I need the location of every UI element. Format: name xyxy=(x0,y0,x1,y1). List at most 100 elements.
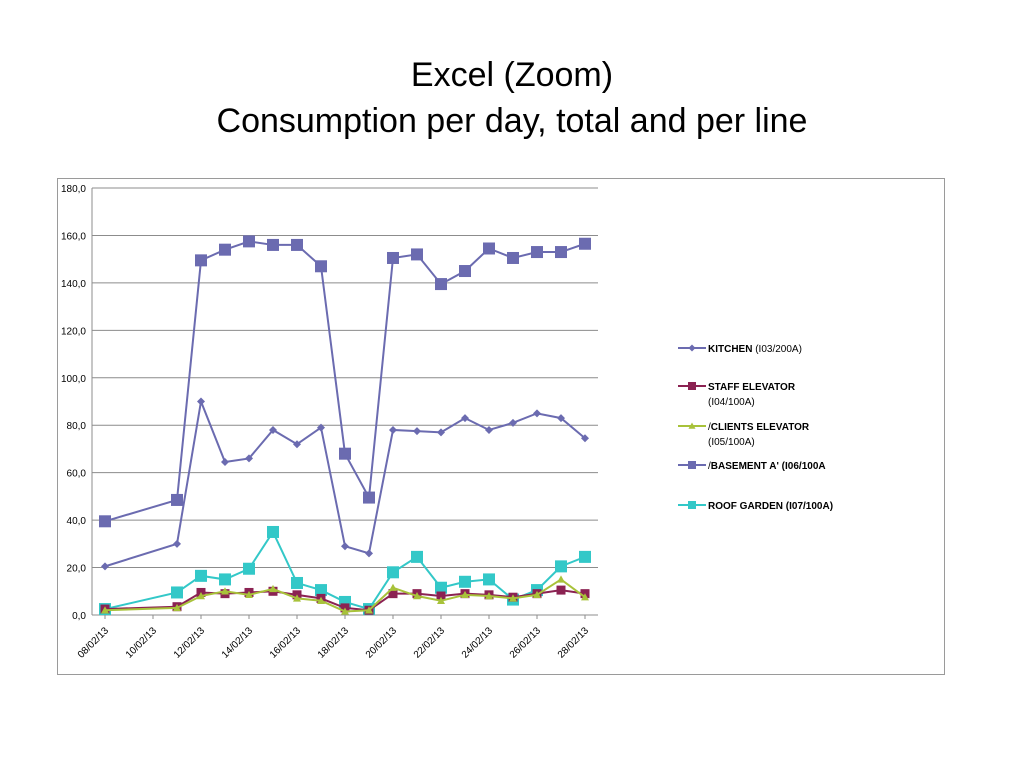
y-tick-label: 80,0 xyxy=(67,421,87,432)
data-point xyxy=(195,254,207,267)
legend-label: /BASEMENT A' (I06/100A xyxy=(708,461,826,472)
data-point xyxy=(365,549,373,558)
data-point xyxy=(195,569,207,582)
x-tick-label: 18/02/13 xyxy=(316,625,352,661)
slide-title: Excel (Zoom) xyxy=(410,56,614,94)
data-point xyxy=(507,251,519,264)
data-point xyxy=(509,594,517,602)
data-point xyxy=(688,501,696,509)
data-point xyxy=(221,587,229,595)
data-point xyxy=(688,344,696,352)
data-point xyxy=(533,590,541,599)
data-point xyxy=(483,573,495,586)
data-point xyxy=(483,242,495,255)
data-point xyxy=(688,422,696,429)
data-point xyxy=(485,425,493,434)
x-tick-label: 10/02/13 xyxy=(124,625,160,661)
data-point xyxy=(269,425,277,434)
data-point xyxy=(245,454,253,463)
y-tick-label: 100,0 xyxy=(61,374,86,385)
data-point xyxy=(531,246,543,259)
data-point xyxy=(461,414,469,423)
y-tick-label: 20,0 xyxy=(67,564,87,575)
data-point xyxy=(341,542,349,551)
data-point xyxy=(411,248,423,261)
x-tick-label: 12/02/13 xyxy=(172,625,208,661)
y-tick-label: 40,0 xyxy=(67,516,87,527)
data-point xyxy=(317,423,325,432)
data-point xyxy=(413,427,421,436)
data-point xyxy=(533,409,541,418)
legend-label: /CLIENTS ELEVATOR xyxy=(708,422,810,433)
data-point xyxy=(197,592,205,600)
data-point xyxy=(317,596,325,604)
data-point xyxy=(556,585,566,595)
data-point xyxy=(485,592,493,600)
y-tick-label: 160,0 xyxy=(61,231,86,242)
data-point xyxy=(437,596,445,604)
data-point xyxy=(171,493,183,506)
y-tick-label: 180,0 xyxy=(61,184,86,195)
data-point xyxy=(243,562,255,575)
data-point xyxy=(267,238,279,251)
data-point xyxy=(688,461,696,469)
data-point xyxy=(269,584,277,593)
data-point xyxy=(293,440,301,449)
data-point xyxy=(581,434,589,443)
data-point xyxy=(579,550,591,563)
data-point xyxy=(173,603,181,612)
x-tick-label: 28/02/13 xyxy=(556,625,592,661)
data-point xyxy=(411,550,423,563)
data-point xyxy=(557,575,565,583)
data-point xyxy=(581,593,589,601)
data-point xyxy=(173,539,181,548)
data-point xyxy=(221,457,229,466)
data-point xyxy=(688,382,696,390)
data-point xyxy=(101,606,109,614)
x-tick-label: 14/02/13 xyxy=(220,625,256,661)
legend-label-line2: (I04/100A) xyxy=(708,397,755,408)
y-tick-label: 120,0 xyxy=(61,326,86,337)
data-point xyxy=(389,425,397,434)
data-point xyxy=(435,278,447,291)
data-point xyxy=(509,418,517,427)
data-point xyxy=(291,576,303,589)
data-point xyxy=(197,397,205,406)
data-point xyxy=(363,491,375,504)
data-point xyxy=(437,428,445,437)
x-tick-label: 26/02/13 xyxy=(508,625,544,661)
legend-label: KITCHEN (I03/200A) xyxy=(708,344,802,355)
data-point xyxy=(461,590,469,599)
x-tick-label: 08/02/13 xyxy=(76,625,112,661)
x-tick-label: 20/02/13 xyxy=(364,625,400,661)
y-tick-label: 60,0 xyxy=(67,469,87,480)
data-point xyxy=(339,447,351,460)
data-point xyxy=(459,265,471,278)
data-point xyxy=(219,573,231,586)
x-tick-label: 16/02/13 xyxy=(268,625,304,661)
legend-label: ROOF GARDEN (I07/100A) xyxy=(708,501,833,512)
legend-label: STAFF ELEVATOR xyxy=(708,382,796,393)
data-point xyxy=(315,260,327,273)
y-tick-label: 140,0 xyxy=(61,279,86,290)
data-point xyxy=(555,560,567,573)
y-tick-label: 0,0 xyxy=(72,611,86,622)
data-point xyxy=(389,583,397,591)
data-point xyxy=(387,566,399,579)
data-point xyxy=(101,562,109,571)
legend-label-line2: (I05/100A) xyxy=(708,437,755,448)
data-point xyxy=(341,607,349,615)
data-point xyxy=(293,594,301,602)
x-tick-label: 22/02/13 xyxy=(412,625,448,661)
data-point xyxy=(387,251,399,264)
data-point xyxy=(579,237,591,250)
data-point xyxy=(459,575,471,588)
data-point xyxy=(267,525,279,538)
data-point xyxy=(243,235,255,248)
data-point xyxy=(413,592,421,600)
slide-subtitle: Consumption per day, total and per line xyxy=(216,102,808,140)
data-point xyxy=(557,414,565,423)
data-point xyxy=(219,243,231,256)
x-tick-label: 24/02/13 xyxy=(460,625,496,661)
